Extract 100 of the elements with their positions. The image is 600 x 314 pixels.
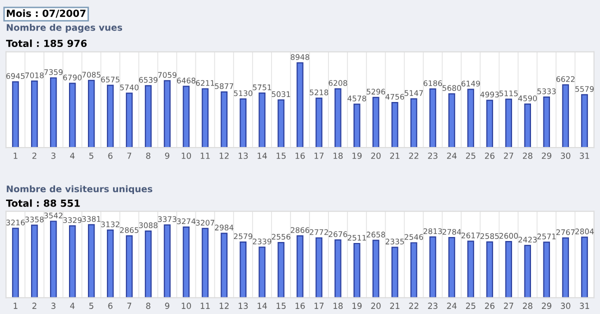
bar <box>88 224 95 298</box>
chart-title: Nombre de pages vues <box>6 24 122 33</box>
x-tick-label: 26 <box>484 302 494 309</box>
x-tick-label: 1 <box>14 152 18 159</box>
x-tick-label: 5 <box>89 302 94 309</box>
bar <box>410 242 418 298</box>
bar <box>524 104 532 148</box>
x-tick-label: 22 <box>409 152 418 159</box>
bar <box>126 92 133 148</box>
bar <box>296 235 304 298</box>
x-tick-label: 20 <box>371 302 381 309</box>
bar <box>486 100 494 148</box>
x-tick-label: 10 <box>182 152 191 159</box>
bar <box>12 81 19 148</box>
bar <box>334 239 342 298</box>
x-tick-label: 29 <box>542 152 552 159</box>
bar <box>543 242 550 298</box>
x-tick-label: 23 <box>428 302 438 309</box>
bar <box>220 91 228 148</box>
x-tick-label: 5 <box>89 152 94 159</box>
x-tick-label: 29 <box>542 302 552 309</box>
x-tick-label: 21 <box>390 302 400 309</box>
bar <box>182 86 190 148</box>
x-tick-label: 9 <box>165 152 170 159</box>
chart-subtitle: Total : 88 551 <box>6 199 80 207</box>
bar <box>126 235 133 298</box>
x-tick-label: 31 <box>580 152 590 159</box>
x-tick-label: 24 <box>447 302 457 309</box>
bar <box>182 226 190 298</box>
bar <box>220 232 228 298</box>
x-tick-label: 15 <box>276 302 286 309</box>
bar <box>202 228 209 298</box>
x-tick-label: 25 <box>466 152 476 159</box>
x-tick-label: 19 <box>352 302 362 309</box>
bar <box>316 98 322 148</box>
bar <box>144 85 152 148</box>
bar <box>505 98 512 148</box>
x-tick-label: 11 <box>200 302 210 309</box>
x-tick-label: 23 <box>428 152 438 159</box>
bar <box>334 88 342 148</box>
x-tick-label: 30 <box>560 152 570 159</box>
x-tick-label: 24 <box>447 152 457 159</box>
bar <box>429 236 436 298</box>
x-tick-label: 7 <box>127 302 132 309</box>
x-tick-label: 27 <box>504 152 514 159</box>
bar <box>429 88 436 148</box>
chart-title: Nombre de visiteurs uniques <box>6 185 152 194</box>
bar <box>106 84 114 148</box>
bar <box>467 240 474 298</box>
x-tick-label: 30 <box>560 302 570 309</box>
x-tick-label: 8 <box>146 152 150 159</box>
bar <box>524 244 532 298</box>
bar <box>164 80 171 148</box>
bar <box>144 230 152 298</box>
bar <box>581 94 588 148</box>
bar <box>562 237 569 298</box>
bar <box>50 220 57 298</box>
bar <box>278 242 284 298</box>
bar <box>240 241 246 298</box>
x-tick-label: 27 <box>504 302 514 309</box>
x-tick-label: 4 <box>70 152 75 159</box>
bar <box>68 225 76 298</box>
bar <box>31 80 38 148</box>
x-tick-label: 12 <box>220 152 229 159</box>
x-tick-label: 19 <box>352 152 362 159</box>
x-tick-label: 6 <box>108 152 112 159</box>
x-tick-label: 17 <box>314 302 324 309</box>
x-tick-label: 15 <box>276 152 286 159</box>
x-tick-label: 10 <box>182 302 191 309</box>
x-tick-label: 17 <box>314 152 324 159</box>
bar <box>258 246 266 298</box>
x-tick-label: 7 <box>127 152 132 159</box>
bar <box>106 230 114 298</box>
x-tick-label: 28 <box>522 152 532 159</box>
x-tick-label: 16 <box>296 302 305 309</box>
chart-subtitle: Total : 185 976 <box>6 40 87 48</box>
bar <box>410 98 418 148</box>
bar <box>354 242 360 298</box>
bar <box>296 62 304 148</box>
bar <box>164 224 171 298</box>
x-tick-label: 18 <box>334 152 343 159</box>
bar <box>88 80 95 148</box>
x-tick-label: 11 <box>200 152 210 159</box>
x-tick-label: 14 <box>258 152 267 159</box>
bar <box>391 246 398 298</box>
text: Mois : 07/2007 <box>6 9 86 18</box>
x-tick-label: 1 <box>14 302 18 309</box>
x-tick-label: 2 <box>32 152 36 159</box>
bar <box>562 84 569 148</box>
x-tick-label: 12 <box>220 302 229 309</box>
x-tick-label: 20 <box>371 152 381 159</box>
bar <box>202 88 209 148</box>
x-tick-label: 14 <box>258 302 267 309</box>
x-tick-label: 13 <box>238 302 248 309</box>
bar <box>448 93 456 148</box>
bar <box>68 82 76 148</box>
x-tick-label: 3 <box>51 152 56 159</box>
bar <box>316 237 322 298</box>
bar <box>372 96 380 148</box>
bar <box>278 99 284 148</box>
